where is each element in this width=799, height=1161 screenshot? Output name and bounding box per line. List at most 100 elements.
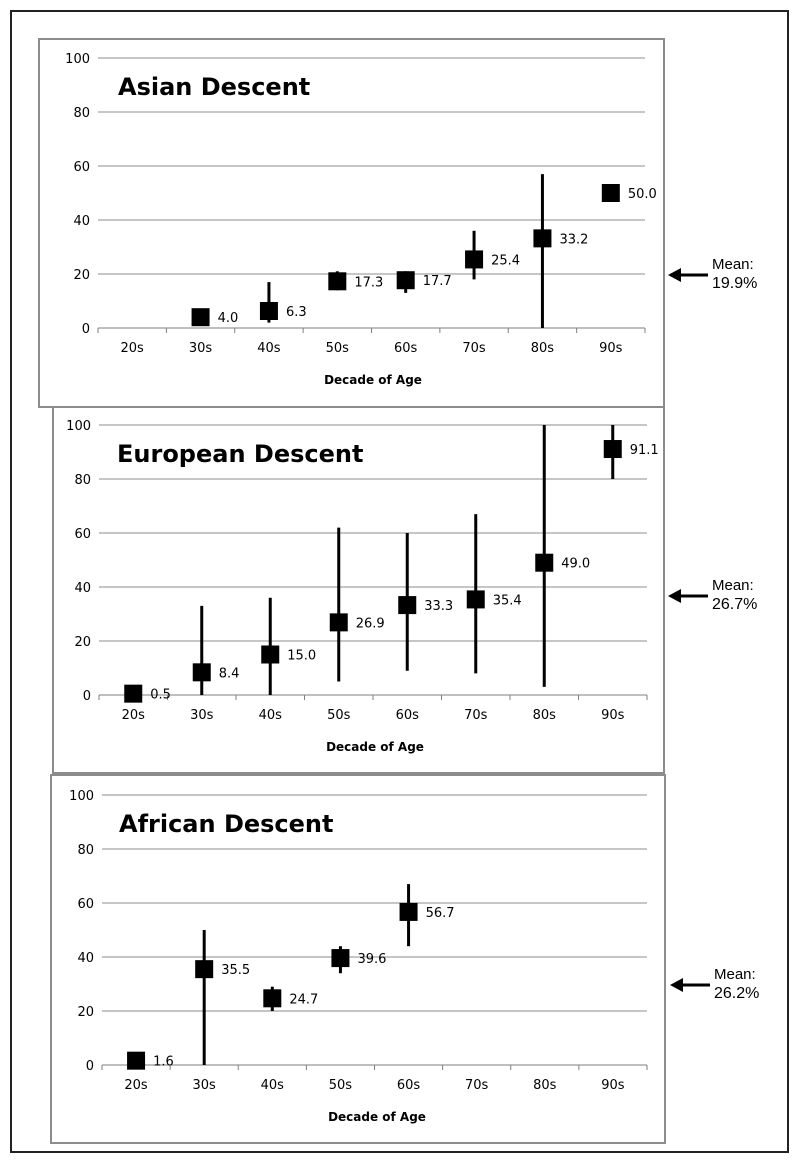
data-point <box>533 229 552 248</box>
chart-title: African Descent <box>119 810 334 838</box>
x-tick-label: 80s <box>531 341 555 356</box>
data-point <box>396 271 415 290</box>
mean-label: Mean: <box>712 256 754 273</box>
chart-african-descent: 0 20 40 60 80 100 20s 30s 40s 50s 60s 70s 80s 90s Afri… <box>69 789 648 1124</box>
x-axis-title: Decade of Age <box>326 740 424 754</box>
mean-label: Mean: <box>712 577 754 594</box>
chart-panel-asian-descent: 0 20 40 60 80 100 20s 30s 40s 50s 60s 70s 80s 90s Asia… <box>38 38 665 408</box>
mean-value: 19.9% <box>712 275 758 292</box>
x-tick-label: 50s <box>329 1078 353 1093</box>
data-point <box>398 596 417 615</box>
y-tick-label: 60 <box>74 527 91 542</box>
y-tick-label: 0 <box>83 689 91 704</box>
data-point <box>331 949 350 968</box>
data-point <box>192 663 211 682</box>
x-tick-label: 60s <box>397 1078 421 1093</box>
x-tick-label: 40s <box>259 708 283 723</box>
mean-value: 26.2% <box>714 985 760 1002</box>
y-tick-label: 80 <box>77 843 94 858</box>
x-tick-label: 90s <box>599 341 623 356</box>
data-point <box>259 301 278 320</box>
x-tick-label: 80s <box>533 1078 557 1093</box>
data-label: 0.5 <box>150 688 171 703</box>
x-axis-title: Decade of Age <box>324 373 422 387</box>
x-tick-label: 60s <box>394 341 418 356</box>
data-label: 17.7 <box>423 274 452 289</box>
mean-label: Mean: <box>714 966 756 983</box>
y-tick-label: 100 <box>66 419 91 434</box>
data-label: 56.7 <box>426 906 455 921</box>
x-tick-label: 70s <box>462 341 486 356</box>
figure-frame <box>10 10 789 1153</box>
x-tick-label: 70s <box>464 708 488 723</box>
y-tick-label: 80 <box>74 473 91 488</box>
x-tick-label: 30s <box>193 1078 217 1093</box>
y-tick-label: 100 <box>65 52 90 67</box>
data-label: 33.3 <box>424 599 453 614</box>
x-tick-label: 20s <box>124 1078 148 1093</box>
data-point <box>263 989 282 1008</box>
y-tick-label: 80 <box>73 106 90 121</box>
chart-panel-european-descent: 0 20 40 60 80 100 20s 30s 40s 50s 60s 70s 80s 90s Euro… <box>52 406 665 774</box>
data-point <box>329 613 348 632</box>
x-tick-label: 90s <box>601 708 625 723</box>
chart-panel-african-descent: 0 20 40 60 80 100 20s 30s 40s 50s 60s 70s 80s 90s Afri… <box>50 774 666 1144</box>
data-point <box>195 960 214 979</box>
mean-value: 26.7% <box>712 596 758 613</box>
data-label: 15.0 <box>287 649 316 664</box>
y-tick-label: 100 <box>69 789 94 804</box>
y-tick-label: 60 <box>77 897 94 912</box>
data-label: 8.4 <box>219 666 240 681</box>
left-arrow-icon <box>670 978 710 992</box>
data-label: 33.2 <box>559 232 588 247</box>
x-axis-title: Decade of Age <box>328 1110 426 1124</box>
data-point <box>603 440 622 459</box>
data-point <box>127 1051 146 1070</box>
data-label: 17.3 <box>354 275 383 290</box>
y-tick-label: 60 <box>73 160 90 175</box>
data-point <box>465 250 484 269</box>
x-tick-label: 50s <box>326 341 350 356</box>
x-tick-label: 30s <box>189 341 213 356</box>
y-tick-label: 20 <box>74 635 91 650</box>
left-arrow-icon <box>668 589 708 603</box>
data-label: 4.0 <box>218 311 239 326</box>
x-tick-label: 60s <box>396 708 420 723</box>
x-tick-label: 90s <box>601 1078 625 1093</box>
data-label: 35.5 <box>221 963 250 978</box>
y-tick-label: 20 <box>73 268 90 283</box>
x-tick-label: 40s <box>257 341 281 356</box>
data-label: 6.3 <box>286 305 307 320</box>
y-tick-label: 40 <box>74 581 91 596</box>
x-tick-label: 70s <box>465 1078 489 1093</box>
data-point <box>601 184 620 202</box>
data-point <box>124 684 143 703</box>
x-tick-label: 20s <box>122 708 146 723</box>
chart-european-descent: 0 20 40 60 80 100 20s 30s 40s 50s 60s 70s 80s 90s Euro… <box>66 419 659 754</box>
y-tick-label: 40 <box>73 214 90 229</box>
x-tick-label: 30s <box>190 708 214 723</box>
data-label: 25.4 <box>491 253 520 268</box>
data-label: 1.6 <box>153 1055 174 1070</box>
x-tick-label: 80s <box>533 708 557 723</box>
x-tick-label: 50s <box>327 708 351 723</box>
chart-title: European Descent <box>117 440 363 468</box>
x-tick-label: 40s <box>261 1078 285 1093</box>
data-point <box>328 272 347 291</box>
data-label: 50.0 <box>628 187 657 202</box>
data-point <box>535 553 554 572</box>
data-label: 24.7 <box>289 992 318 1007</box>
data-point <box>399 902 418 921</box>
chart-asian-descent: 0 20 40 60 80 100 20s 30s 40s 50s 60s 70s 80s 90s Asia… <box>65 52 657 387</box>
y-tick-label: 0 <box>86 1059 94 1074</box>
data-label: 26.9 <box>356 616 385 631</box>
chart-title: Asian Descent <box>118 73 310 101</box>
y-tick-label: 20 <box>77 1005 94 1020</box>
y-tick-label: 40 <box>77 951 94 966</box>
x-tick-label: 20s <box>121 341 145 356</box>
data-label: 49.0 <box>561 557 590 572</box>
data-point <box>466 590 485 609</box>
data-label: 91.1 <box>630 443 659 458</box>
data-point <box>261 645 280 664</box>
data-point <box>191 308 210 327</box>
